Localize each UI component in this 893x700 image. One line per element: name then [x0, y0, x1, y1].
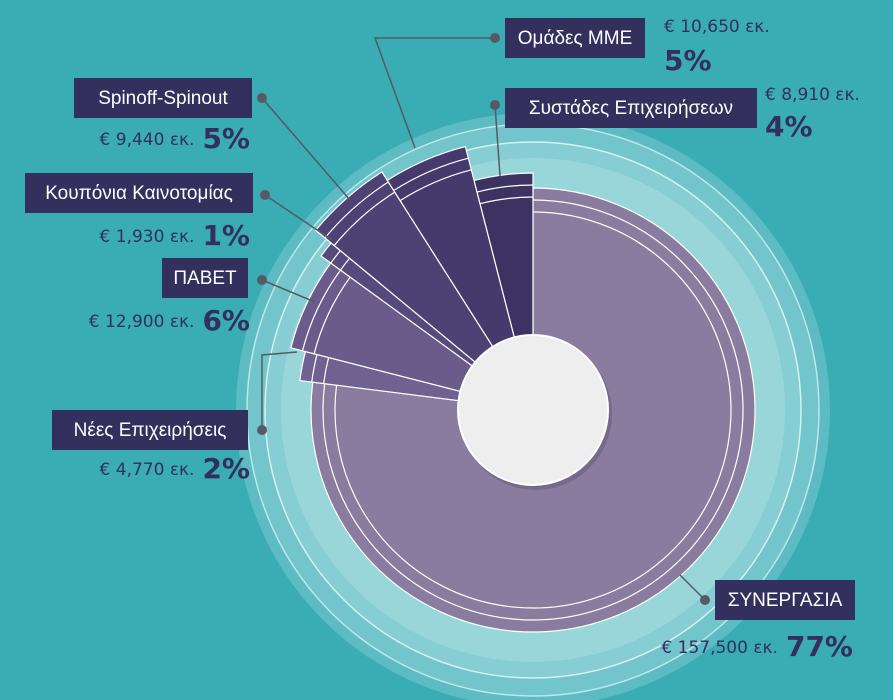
leader-line	[261, 279, 316, 303]
category-label: Spinoff-Spinout	[98, 88, 228, 109]
leader-dot	[490, 100, 500, 110]
amount-text: € 1,930 εκ. 1%	[100, 219, 250, 252]
inner-arc	[324, 181, 389, 239]
category-label: ΠΑΒΕΤ	[173, 268, 237, 289]
amount-label: € 157,500 εκ.	[661, 638, 778, 658]
amount-text: € 9,440 εκ. 5%	[100, 122, 250, 155]
center-circle	[457, 334, 609, 486]
percent-label: 5%	[664, 44, 712, 77]
percent-label: 77%	[786, 630, 853, 663]
leader-line	[261, 351, 298, 430]
amount-label: € 9,440 εκ.	[100, 130, 195, 150]
label-box	[74, 78, 252, 118]
leader-line	[494, 104, 501, 177]
inner-arc	[322, 199, 744, 621]
label-box	[715, 580, 855, 620]
inner-arc	[334, 211, 732, 609]
percent-label: 5%	[202, 122, 250, 155]
label-box	[25, 173, 253, 213]
leader-line	[373, 37, 495, 149]
leader-line	[679, 574, 706, 601]
amount-label: € 8,910 εκ.	[765, 85, 860, 105]
category-label: Νέες Επιχειρήσεις	[74, 420, 227, 441]
inner-arc	[301, 269, 341, 351]
percent-label: 1%	[202, 219, 250, 252]
amount-label: € 1,930 εκ.	[100, 227, 195, 247]
percent-label: 2%	[202, 452, 250, 485]
label-box	[505, 18, 645, 58]
amount-text: € 4,770 εκ. 2%	[100, 452, 250, 485]
label-box	[52, 410, 248, 450]
amount-label: € 10,650 εκ.	[664, 17, 770, 37]
percent-label: 4%	[765, 110, 813, 143]
label-box	[162, 258, 248, 298]
leader-dot	[490, 33, 500, 43]
sector	[314, 171, 534, 411]
leader-line	[264, 194, 333, 241]
label-box	[505, 88, 757, 128]
category-label: Συστάδες Επιχειρήσεων	[529, 98, 733, 119]
inner-arc	[313, 276, 351, 354]
leader-dot	[260, 190, 270, 200]
leader-dot	[257, 425, 267, 435]
category-label: Κουπόνια Καινοτομίας	[45, 183, 233, 204]
inner-arc	[393, 157, 469, 191]
amount-text: € 157,500 εκ. 77%	[661, 630, 853, 663]
category-label: ΣΥΝΕΡΓΑΣΙΑ	[728, 590, 843, 611]
category-label: Ομάδες ΜΜΕ	[518, 28, 633, 49]
inner-arc	[476, 184, 534, 193]
amount-text: € 12,900 εκ. 6%	[89, 304, 250, 337]
leader-dot	[700, 595, 710, 605]
leader-line	[261, 97, 351, 201]
inner-arc	[479, 196, 534, 205]
inner-arc	[399, 169, 472, 202]
inner-arc	[333, 191, 396, 246]
amount-label: € 4,770 εκ.	[100, 460, 195, 480]
amount-label: € 12,900 εκ.	[89, 312, 195, 332]
leader-dot	[257, 275, 267, 285]
leader-dot	[257, 93, 267, 103]
percent-label: 6%	[202, 304, 250, 337]
